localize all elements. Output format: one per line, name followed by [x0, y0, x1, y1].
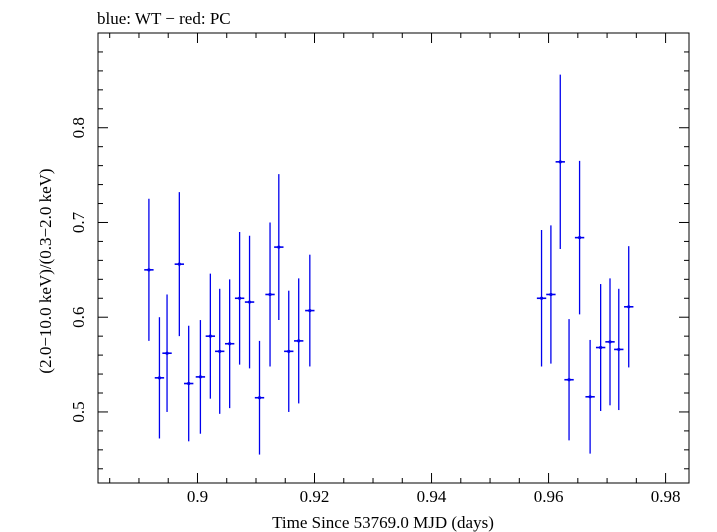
data-marker — [208, 334, 212, 338]
data-marker — [187, 381, 191, 386]
data-points — [144, 74, 634, 455]
data-point — [546, 225, 556, 364]
data-marker — [277, 245, 281, 249]
data-point — [215, 288, 225, 414]
y-tick-label: 0.5 — [69, 401, 88, 422]
data-marker — [549, 292, 553, 297]
data-point — [205, 273, 216, 399]
data-point — [284, 290, 294, 412]
data-marker — [617, 347, 621, 352]
data-point — [274, 174, 284, 321]
data-point — [624, 246, 634, 368]
x-tick-label: 0.96 — [534, 487, 564, 506]
data-point — [224, 279, 235, 409]
data-point — [614, 288, 624, 411]
x-tick-label: 0.92 — [300, 487, 330, 506]
data-point — [154, 317, 165, 439]
y-tick-label: 0.7 — [69, 211, 88, 233]
data-marker — [247, 300, 252, 304]
data-point — [536, 230, 547, 367]
data-point — [162, 294, 172, 412]
data-marker — [297, 339, 301, 343]
y-tick-label: 0.6 — [69, 307, 88, 328]
y-tick-label: 0.8 — [69, 117, 88, 138]
data-marker — [558, 160, 562, 164]
data-point — [294, 278, 304, 404]
data-point — [184, 325, 194, 442]
plot-frame — [97, 32, 690, 484]
data-marker — [588, 395, 592, 399]
data-marker — [228, 342, 232, 346]
data-point — [144, 198, 154, 341]
data-point — [244, 235, 255, 369]
data-point — [195, 320, 206, 434]
data-point — [265, 222, 275, 367]
data-marker — [157, 376, 162, 380]
data-marker — [257, 396, 262, 400]
data-point — [254, 340, 265, 455]
data-marker — [539, 296, 544, 300]
data-point — [574, 160, 585, 315]
x-tick-label: 0.9 — [187, 487, 208, 506]
x-axis-title: Time Since 53769.0 MJD (days) — [272, 513, 494, 532]
data-marker — [218, 349, 222, 353]
data-point — [305, 254, 315, 367]
axis-ticks: 0.9 0.92 0.94 0.96 0.98 0.5 0.6 0.7 0.8 — [69, 32, 689, 506]
data-marker — [165, 351, 169, 355]
data-marker — [577, 236, 582, 240]
data-marker — [177, 262, 181, 266]
data-marker — [627, 305, 631, 309]
data-marker — [238, 296, 242, 300]
y-axis-title: (2.0−10.0 keV)/(0.3−2.0 keV) — [36, 168, 55, 373]
x-tick-label: 0.98 — [651, 487, 681, 506]
data-point — [585, 339, 595, 454]
data-marker — [567, 378, 571, 382]
data-point — [555, 74, 565, 249]
data-marker — [608, 340, 612, 344]
data-marker — [308, 308, 312, 313]
data-point — [174, 192, 185, 337]
data-marker — [198, 375, 203, 379]
data-marker — [268, 292, 272, 297]
data-point — [234, 231, 245, 365]
x-tick-label: 0.94 — [417, 487, 447, 506]
data-marker — [287, 349, 291, 353]
data-point — [605, 278, 615, 406]
data-marker — [599, 345, 603, 350]
chart-title: blue: WT − red: PC — [97, 9, 231, 28]
data-marker — [147, 268, 151, 272]
data-point — [564, 319, 574, 441]
data-point — [595, 284, 606, 411]
